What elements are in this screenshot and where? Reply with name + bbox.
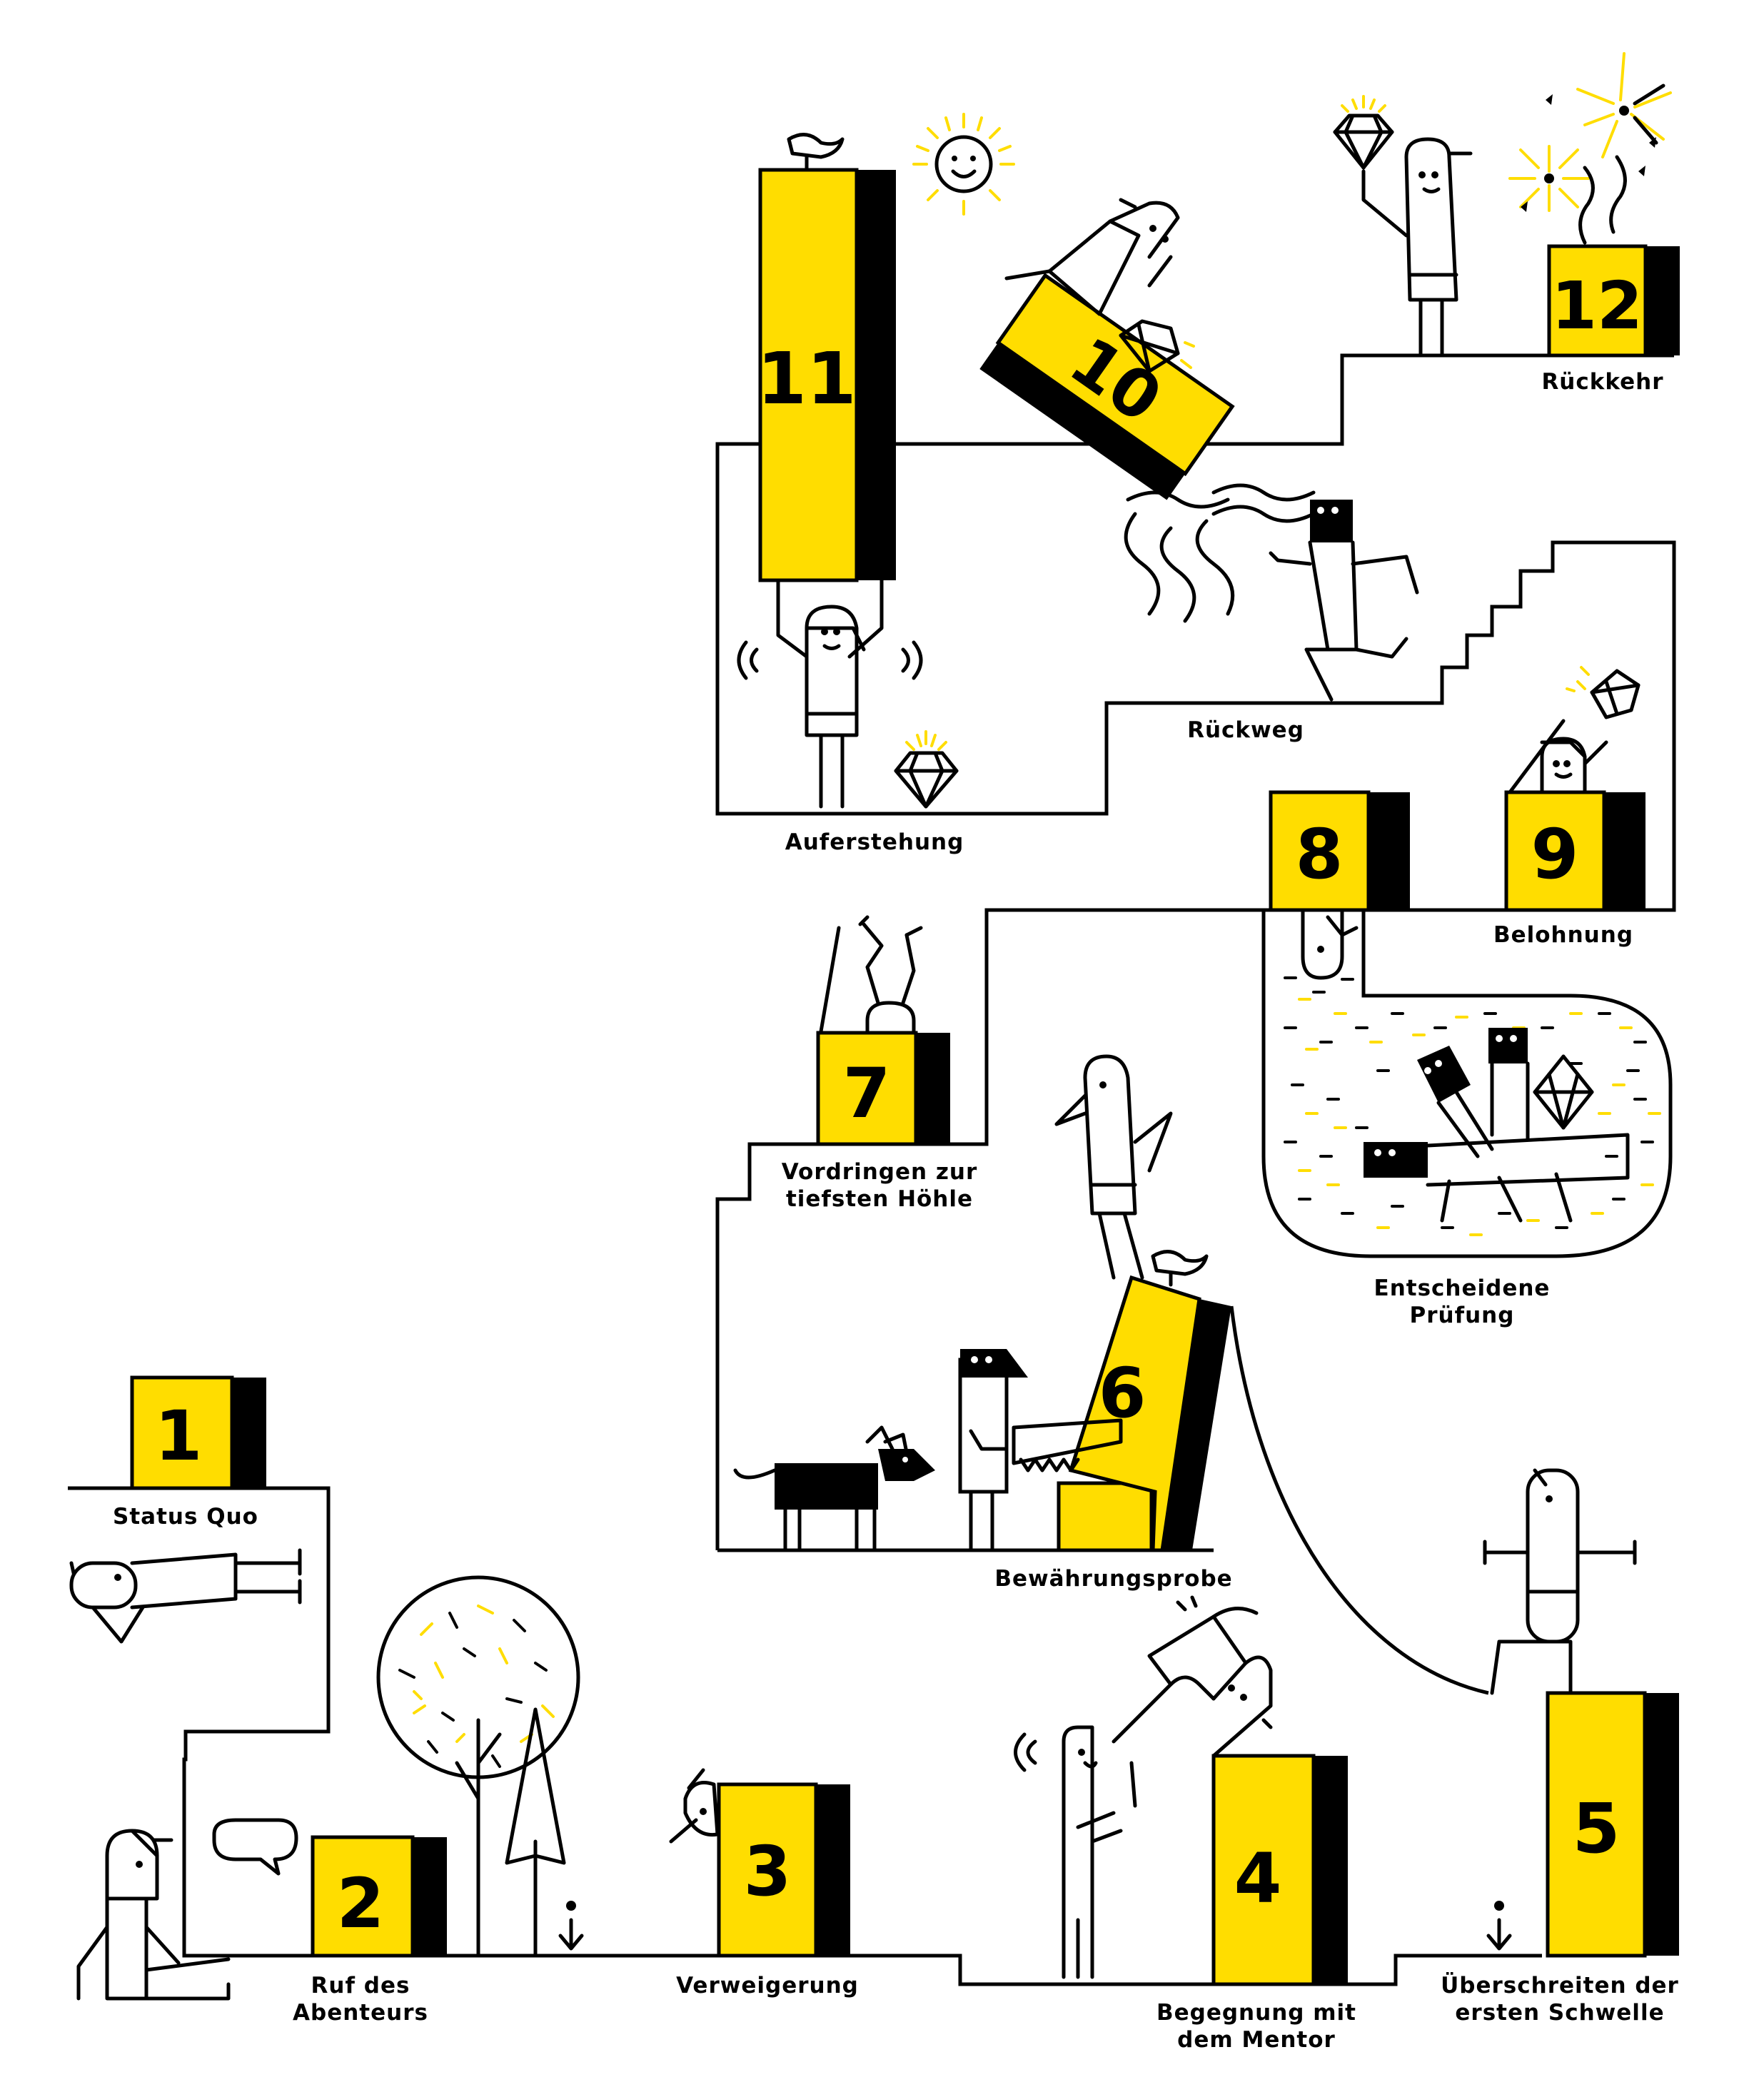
stage-box-1: 1: [130, 1375, 266, 1490]
bird-icon-top: [787, 133, 845, 172]
stage-box-3: 3: [717, 1782, 850, 1958]
stage-box-10: 10: [979, 273, 1235, 500]
stage-box-8: 8: [1269, 790, 1410, 912]
label-stage-2-line2: Abenteurs: [293, 2000, 428, 2026]
upper-staircase: [715, 442, 1676, 912]
journey-path: [68, 353, 1676, 1986]
monster-figure-3: [1269, 500, 1419, 702]
firework-icon-1: [1508, 145, 1590, 212]
label-stage-7-line1: Vordringen zur: [782, 1159, 978, 1185]
diamond-icon-stage12: [1333, 95, 1394, 170]
label-stage-11: Auferstehung: [785, 829, 964, 855]
monster-figure-1: [1364, 1133, 1630, 1223]
stage-number-4: 4: [1234, 1839, 1282, 1919]
sun-icon: [912, 113, 1015, 216]
label-stage-10: Rückweg: [1187, 717, 1304, 743]
stage-number-8: 8: [1296, 814, 1344, 894]
hero-figure-stage10: [1004, 198, 1180, 316]
stage-number-1: 1: [155, 1396, 203, 1476]
tree-icon: [376, 1575, 580, 1958]
label-stage-3: Verweigerung: [676, 1973, 859, 1998]
diamond-icon-stage8: [1533, 1054, 1594, 1130]
stage-box-12: 12: [1547, 244, 1680, 358]
label-stage-4-line2: dem Mentor: [1177, 2027, 1336, 2053]
label-stage-4-line1: Begegnung mit: [1156, 2000, 1356, 2026]
down-arrow-icon-2: [1486, 1901, 1512, 1951]
label-stage-6: Bewährungsprobe: [994, 1566, 1232, 1592]
cave-left-wall: [715, 908, 1284, 1550]
diamond-icon-stage9: [1566, 666, 1640, 719]
hero-figure-stage5: [1483, 1468, 1637, 1695]
ramp-curve: [1229, 1305, 1489, 1695]
climbing-figure: [819, 915, 923, 1035]
label-stage-12: Rückkehr: [1541, 369, 1663, 395]
label-stage-5-line2: ersten Schwelle: [1455, 2000, 1664, 2026]
stage-number-9: 9: [1531, 814, 1579, 894]
diamond-icon-stage10: [1119, 319, 1195, 373]
label-stage-8-line2: Prüfung: [1410, 1303, 1515, 1328]
firework-icon-2: [1576, 52, 1672, 158]
stage-box-7: 7: [816, 1031, 950, 1146]
stage-number-3: 3: [744, 1831, 792, 1911]
peeking-hero-figure: [669, 1768, 720, 1844]
hero-figure-stage4: [1014, 1725, 1123, 1979]
sitting-hero-figure: [76, 1829, 231, 2001]
hero-figure-stage11: [737, 578, 923, 809]
lower-ground-line: [68, 1486, 1542, 1986]
label-stage-9: Belohnung: [1493, 922, 1633, 948]
label-stage-7-line2: tiefsten Höhle: [786, 1186, 973, 1212]
stage-number-2: 2: [337, 1864, 385, 1944]
diamond-icon-stage11: [894, 730, 959, 809]
down-arrow-icon: [558, 1901, 584, 1951]
pine-tree-icon: [505, 1707, 566, 1958]
speech-bubble-icon: [212, 1818, 298, 1876]
stage-box-4: 4: [1211, 1754, 1348, 1986]
top-ledge: [1181, 353, 1674, 446]
ally-figure: [958, 1349, 1028, 1552]
saw-icon: [1012, 1418, 1123, 1472]
hero-figure-stage12: [1361, 137, 1473, 358]
stage-number-12: 12: [1551, 268, 1643, 344]
hero-figure-stage6: [1054, 1054, 1173, 1280]
label-stage-5-line1: Überschreiten der: [1441, 1972, 1679, 1998]
stage-number-5: 5: [1573, 1789, 1621, 1869]
mentor-figure: [1112, 1595, 1273, 1808]
stage-number-7: 7: [843, 1053, 891, 1133]
hero-upside-down-figure: [1301, 908, 1359, 980]
stage-box-2: 2: [311, 1835, 447, 1958]
stage-box-9: 9: [1504, 790, 1645, 912]
bird-icon: [1151, 1250, 1209, 1287]
pool-texture: [1284, 976, 1661, 1236]
stage-number-11: 11: [757, 337, 856, 420]
stage-box-11: 11: [757, 168, 896, 582]
ordeal-pool: [1261, 910, 1673, 1258]
label-stage-8-line1: Entscheidene: [1374, 1275, 1551, 1301]
firework-trails: [1521, 94, 1656, 245]
monster-figure-2: [1417, 1028, 1530, 1158]
label-stage-2-line1: Ruf des: [311, 1973, 410, 1998]
dog-figure: [733, 1425, 935, 1552]
smoke-squiggles: [1124, 483, 1316, 623]
hero-figure-stage9: [1508, 719, 1608, 794]
stage-box-5: 5: [1546, 1691, 1679, 1958]
label-stage-1: Status Quo: [113, 1504, 258, 1530]
stage-labels: Status Quo Ruf des Abenteurs Verweigerun…: [113, 369, 1679, 2053]
lying-hero-figure: [69, 1548, 302, 1644]
stage-box-6: 6: [1057, 1275, 1231, 1552]
